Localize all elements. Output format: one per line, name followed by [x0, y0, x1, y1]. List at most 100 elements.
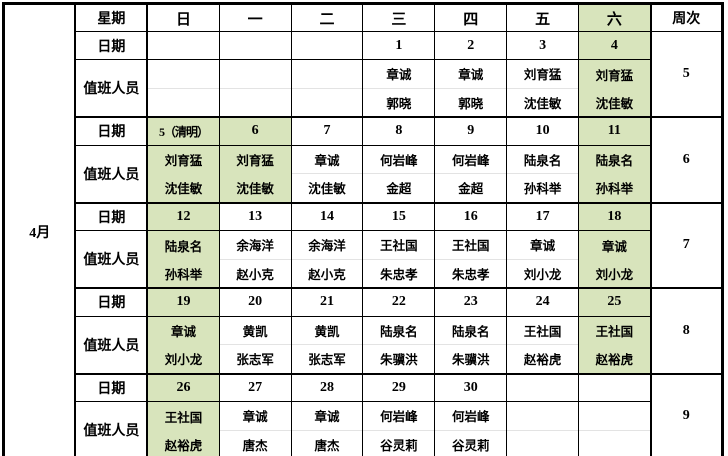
duty-person-2 — [220, 89, 290, 117]
duty-cell-week8-mon: 黄凯 张志军 — [218, 315, 292, 374]
duty-person-2: 沈佳敏 — [236, 182, 274, 196]
date-cell-week8-fri: 24 — [506, 287, 580, 317]
duty-cell-week8-sun: 章诚 刘小龙 — [146, 315, 220, 374]
duty-person-1: 何岩峰 — [435, 403, 506, 431]
duty-person-1: 王社国 — [507, 317, 578, 345]
duty-cell-week8-tue: 黄凯 张志军 — [290, 315, 364, 374]
date-cell-week9-thu: 30 — [434, 372, 508, 402]
date-row-week9: 日期 26 27 28 29 30 9 — [4, 372, 723, 456]
duty-person-1: 陆泉名 — [435, 317, 506, 345]
duty-cell-week5-tue — [290, 59, 364, 118]
duty-cell-week8-thu: 陆泉名 朱骥洪 — [434, 315, 508, 374]
date-cell-week8-sun: 19 — [146, 287, 220, 317]
weekday-header-tue: 二 — [290, 3, 364, 32]
duty-row-week5: 值班人员 章诚 郭晓 章诚 郭晓 刘育猛 沈佳敏 刘育猛 沈佳敏 — [4, 59, 723, 118]
duty-person-2: 金超 — [458, 182, 484, 197]
date-cell-week5-wed: 1 — [362, 31, 436, 60]
date-cell-week8-sat: 25 — [578, 287, 652, 317]
date-cell-week7-wed: 15 — [362, 201, 436, 231]
duty-cell-week6-sat: 陆泉名 孙科举 — [578, 144, 652, 203]
duty-person-2: 金超 — [386, 182, 412, 197]
header-row: 4月 星期 日 一 二 三 四 五 六 周次 — [3, 3, 723, 456]
duty-person-2: 朱忠孝 — [452, 267, 490, 282]
duty-person-2: 唐杰 — [314, 438, 340, 453]
duty-person-2 — [508, 431, 578, 456]
week-number-9: 9 — [649, 372, 723, 456]
duty-cell-week9-wed: 何岩峰 谷灵莉 — [362, 401, 436, 456]
date-cell-week6-tue: 7 — [290, 116, 364, 146]
duty-person-1: 何岩峰 — [435, 146, 506, 174]
duty-person-1: 刘育猛 — [236, 154, 274, 168]
date-cell-week9-sat — [578, 372, 652, 402]
duty-person-1: 王社国 — [164, 410, 203, 425]
duty-person-1: 黄凯 — [220, 317, 291, 345]
week-number-6: 6 — [649, 116, 723, 203]
duty-person-2 — [148, 89, 218, 117]
duty-person-2 — [292, 89, 362, 117]
duty-person-2: 郭晓 — [458, 96, 484, 111]
duty-cell-week9-sun: 王社国 赵裕虎 — [146, 401, 220, 456]
duty-person-2: 刘小龙 — [595, 267, 634, 282]
weekday-header-thu: 四 — [434, 3, 508, 32]
duty-person-1 — [220, 60, 291, 89]
date-cell-week7-mon: 13 — [218, 201, 292, 231]
weekday-header-label: 星期 — [74, 3, 149, 32]
duty-person-1: 陆泉名 — [164, 239, 203, 254]
duty-row-week8: 值班人员 章诚 刘小龙 黄凯 张志军 黄凯 张志军 陆泉名 朱骥洪 陆泉名 朱骥洪 王社国 赵裕虎 王社国… — [4, 315, 723, 374]
date-cell-week7-sat: 18 — [578, 201, 652, 231]
duty-person-1: 陆泉名 — [595, 154, 634, 168]
duty-cell-week9-sat — [578, 401, 652, 456]
duty-person-2: 赵裕虎 — [164, 438, 203, 453]
date-row-week5: 日期 1 2 3 4 5 — [4, 31, 723, 118]
duty-person-1: 陆泉名 — [507, 146, 578, 174]
date-cell-week5-fri: 3 — [506, 31, 580, 60]
duty-person-1: 章诚 — [363, 60, 434, 89]
duty-person-2: 谷灵莉 — [452, 438, 490, 453]
duty-person-1: 章诚 — [435, 60, 506, 89]
duty-person-2: 赵小克 — [308, 267, 346, 282]
duty-cell-week9-fri — [506, 401, 580, 456]
duty-person-1: 章诚 — [170, 325, 196, 339]
date-cell-week6-fri: 10 — [506, 116, 580, 146]
duty-person-1: 陆泉名 — [363, 317, 434, 345]
duty-row-week9: 值班人员 王社国 赵裕虎 章诚 唐杰 章诚 唐杰 何岩峰 谷灵莉 何岩峰 谷灵莉 — [4, 401, 723, 456]
duty-person-2: 沈佳敏 — [164, 182, 203, 196]
duty-person-1: 章诚 — [507, 231, 578, 260]
duty-cell-week7-fri: 章诚 刘小龙 — [506, 230, 580, 289]
weekday-header-sun: 日 — [146, 3, 220, 32]
date-row-week6: 日期 5（清明） 6 7 8 9 10 11 6 — [4, 116, 723, 203]
date-cell-week7-fri: 17 — [506, 201, 580, 231]
month-label: 4月 — [3, 3, 77, 456]
date-cell-week5-thu: 2 — [434, 31, 508, 60]
date-cell-week8-wed: 22 — [362, 287, 436, 317]
duty-person-1: 王社国 — [435, 231, 506, 260]
duty-person-1: 王社国 — [595, 325, 634, 339]
duty-person-1 — [148, 60, 219, 89]
duty-person-1: 余海洋 — [292, 231, 362, 260]
duty-cell-week7-mon: 余海洋 赵小克 — [218, 230, 292, 289]
duty-cell-week6-wed: 何岩峰 金超 — [362, 144, 436, 203]
duty-cell-week8-sat: 王社国 赵裕虎 — [578, 315, 652, 374]
duty-person-1: 刘育猛 — [595, 68, 634, 83]
date-row-label: 日期 — [74, 372, 149, 402]
duty-person-2: 张志军 — [236, 353, 274, 368]
date-cell-week6-thu: 9 — [434, 116, 508, 146]
week-number-5: 5 — [649, 31, 723, 118]
duty-cell-week9-mon: 章诚 唐杰 — [218, 401, 292, 456]
date-cell-week5-tue — [290, 31, 364, 60]
date-cell-week9-wed: 29 — [362, 372, 436, 402]
duty-person-2: 孙科举 — [523, 182, 562, 197]
duty-person-1: 余海洋 — [220, 231, 291, 260]
duty-cell-week6-fri: 陆泉名 孙科举 — [506, 144, 580, 203]
duty-person-2: 沈佳敏 — [595, 96, 634, 111]
date-row-label: 日期 — [74, 287, 149, 317]
duty-person-1: 章诚 — [601, 239, 627, 254]
duty-person-1: 刘育猛 — [164, 154, 203, 168]
duty-person-2: 朱骥洪 — [380, 353, 418, 368]
duty-row-label: 值班人员 — [74, 230, 149, 289]
duty-cell-week6-thu: 何岩峰 金超 — [434, 144, 508, 203]
weekday-header-sat: 六 — [578, 3, 652, 32]
duty-person-2: 唐杰 — [242, 438, 268, 453]
